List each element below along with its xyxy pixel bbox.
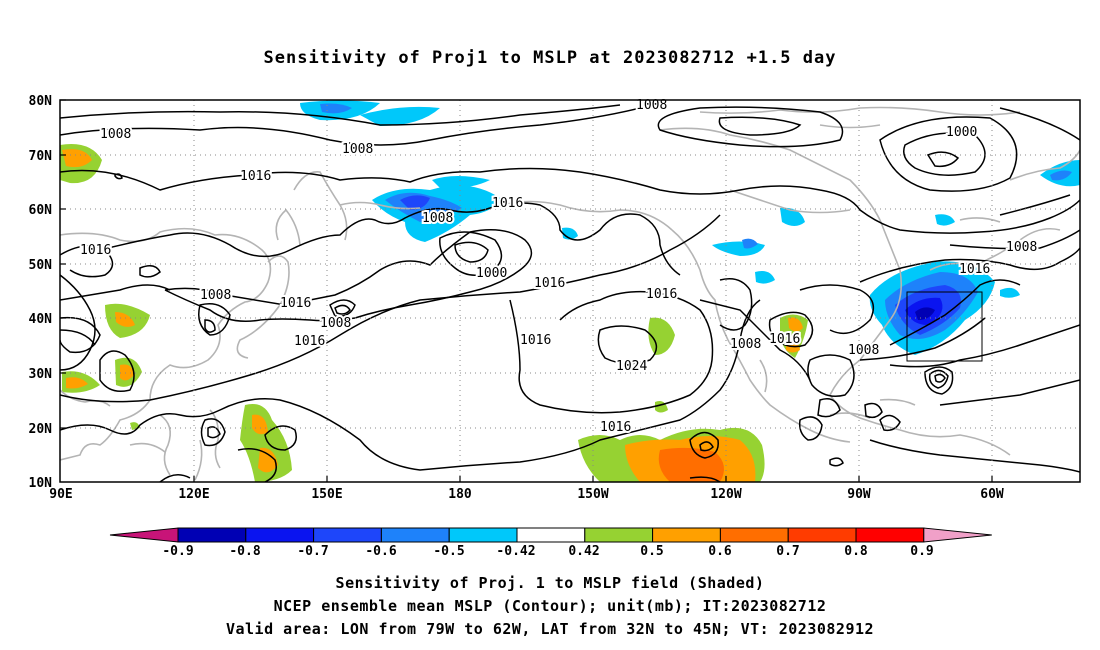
- contour-label: 1016: [280, 296, 311, 311]
- colorbar-tick-label: -0.8: [229, 544, 260, 559]
- colorbar-swatch: [584, 527, 654, 543]
- contour-label: 1008: [1006, 240, 1037, 255]
- lat-label: 50N: [29, 258, 53, 273]
- caption-shaded: Sensitivity of Proj. 1 to MSLP field (Sh…: [335, 574, 765, 592]
- contour-label: 1000: [946, 125, 977, 140]
- lat-label: 60N: [29, 203, 53, 218]
- lon-label: 90W: [847, 487, 871, 502]
- contour-label: 1008: [200, 288, 231, 303]
- graticule: [60, 100, 1080, 482]
- colorbar-low-triangle: [109, 527, 179, 543]
- colorbar-tick-label: 0.6: [708, 544, 732, 559]
- colorbar-tick-label: 0.9: [910, 544, 933, 559]
- colorbar-tick-label: -0.6: [365, 544, 396, 559]
- tick-marks: [60, 99, 993, 482]
- contour-label: 1008: [848, 343, 879, 358]
- contour-label: 1016: [769, 332, 800, 347]
- colorbar-swatch: [787, 527, 857, 543]
- colorbar-tick-label: -0.42: [496, 544, 535, 559]
- colorbar-tick-label: -0.9: [162, 544, 193, 559]
- colorbar-swatch: [855, 527, 925, 543]
- lon-label: 180: [448, 487, 472, 502]
- lon-label: 120E: [178, 487, 209, 502]
- contour-label: 1016: [240, 169, 271, 184]
- colorbar-labels: -0.9 -0.8 -0.7 -0.6 -0.5 -0.42 0.42 0.5 …: [162, 544, 933, 559]
- lon-label: 150E: [311, 487, 342, 502]
- contour-label: 1024: [616, 359, 647, 374]
- lon-label: 90E: [49, 487, 72, 502]
- lat-label: 10N: [29, 476, 53, 491]
- colorbar-swatch: [448, 527, 518, 543]
- lon-label: 120W: [710, 487, 741, 502]
- contour-label: 1016: [294, 334, 325, 349]
- coastlines: [60, 106, 1080, 481]
- latitude-labels: 80N 70N 60N 50N 40N 30N 20N 10N: [29, 94, 53, 491]
- plot-frame: [59, 99, 1081, 483]
- colorbar-swatch: [177, 527, 247, 543]
- caption-contour: NCEP ensemble mean MSLP (Contour); unit(…: [273, 597, 827, 615]
- lat-label: 20N: [29, 422, 53, 437]
- contour-label: 1008: [320, 316, 351, 331]
- contour-label: 1008: [730, 337, 761, 352]
- caption-valid-area: Valid area: LON from 79W to 62W, LAT fro…: [225, 620, 875, 638]
- colorbar-high-triangle: [923, 527, 992, 543]
- longitude-labels: 90E 120E 150E 180 150W 120W 90W 60W: [49, 487, 1004, 502]
- contour-label: 1008: [100, 127, 131, 142]
- contour-label: 1008: [342, 142, 373, 157]
- contour-label: 1016: [646, 287, 677, 302]
- lat-label: 30N: [29, 367, 53, 382]
- colorbar-swatch: [313, 527, 382, 543]
- contour-label: 1016: [492, 196, 523, 211]
- shaded-sensitivity-layer: [60, 100, 1080, 482]
- colorbar-swatch: [652, 527, 721, 543]
- colorbar-tick-label: 0.5: [640, 544, 663, 559]
- contour-label: 1016: [80, 243, 111, 258]
- contour-label: 1016: [959, 262, 990, 277]
- contour-label: 1016: [534, 276, 565, 291]
- colorbar-swatch: [245, 527, 315, 543]
- contour-label: 1016: [520, 333, 551, 348]
- colorbar-tick-label: -0.7: [297, 544, 328, 559]
- contour-labels: 1008 1008 1008 1000 1016 1016 1008 1000 …: [78, 96, 1039, 437]
- colorbar-tick-label: 0.8: [844, 544, 868, 559]
- colorbar-tick-label: 0.42: [568, 544, 599, 559]
- contour-label: 1000: [476, 266, 507, 281]
- lat-label: 70N: [29, 149, 53, 164]
- lat-label: 80N: [29, 94, 53, 109]
- colorbar-swatch: [719, 527, 789, 543]
- contour-label: 1008: [422, 211, 453, 226]
- colorbar-tick-label: 0.7: [776, 544, 799, 559]
- valid-area-box: [906, 291, 983, 362]
- colorbar-tick-label: -0.5: [433, 544, 464, 559]
- lon-label: 60W: [980, 487, 1004, 502]
- colorbar-swatch: [380, 527, 450, 543]
- figure-title: Sensitivity of Proj1 to MSLP at 20230827…: [263, 48, 837, 68]
- lon-label: 150W: [577, 487, 608, 502]
- colorbar-swatch: [516, 527, 586, 543]
- colorbar: [109, 527, 992, 543]
- lat-label: 40N: [29, 312, 53, 327]
- contour-label: 1016: [600, 420, 631, 435]
- mslp-contours: [60, 104, 1080, 482]
